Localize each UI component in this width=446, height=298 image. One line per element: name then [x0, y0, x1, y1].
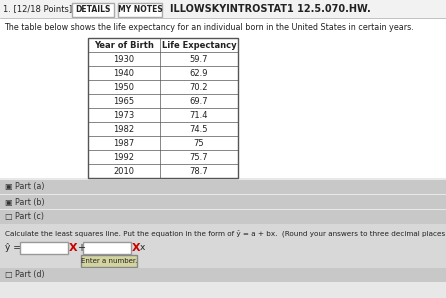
Text: ▣ Part (b): ▣ Part (b) [5, 198, 45, 207]
Text: 1. [12/18 Points]: 1. [12/18 Points] [3, 4, 72, 13]
Text: ▣ Part (a): ▣ Part (a) [5, 182, 45, 192]
Text: x: x [140, 243, 145, 252]
Text: Calculate the least squares line. Put the equation in the form of ŷ = a + bx.  (: Calculate the least squares line. Put th… [5, 229, 446, 237]
Text: DETAILS: DETAILS [75, 5, 111, 15]
Text: Enter a number.: Enter a number. [81, 258, 137, 264]
Text: 1982: 1982 [113, 125, 135, 134]
Text: 1940: 1940 [113, 69, 135, 77]
Text: 69.7: 69.7 [190, 97, 208, 105]
Text: 78.7: 78.7 [190, 167, 208, 176]
Text: The table below shows the life expectancy for an individual born in the United S: The table below shows the life expectanc… [4, 24, 414, 32]
Text: 74.5: 74.5 [190, 125, 208, 134]
Text: X: X [69, 243, 78, 253]
Bar [0, 180, 446, 194]
Text: MY NOTES: MY NOTES [118, 5, 162, 15]
Text: □ Part (c): □ Part (c) [5, 212, 44, 221]
Text: 1950: 1950 [113, 83, 135, 91]
Bar [0, 0, 446, 18]
Bar [72, 3, 114, 17]
Bar [0, 268, 446, 282]
Text: Life Expectancy: Life Expectancy [162, 41, 236, 49]
Text: 1987: 1987 [113, 139, 135, 148]
Text: 1965: 1965 [113, 97, 135, 105]
Text: 62.9: 62.9 [190, 69, 208, 77]
Bar [20, 242, 68, 254]
Text: 75.7: 75.7 [190, 153, 208, 162]
Text: 71.4: 71.4 [190, 111, 208, 119]
Bar [0, 38, 446, 178]
Text: 1930: 1930 [113, 55, 135, 63]
Text: 59.7: 59.7 [190, 55, 208, 63]
Text: ILLOWSKYINTROSTAT1 12.5.070.HW.: ILLOWSKYINTROSTAT1 12.5.070.HW. [170, 4, 371, 14]
Bar [83, 242, 131, 254]
Text: 1973: 1973 [113, 111, 135, 119]
Bar [0, 210, 446, 224]
Text: ŷ =: ŷ = [5, 243, 21, 252]
Bar [88, 38, 238, 178]
Bar [118, 3, 162, 17]
Text: X: X [132, 243, 140, 253]
Text: 75: 75 [194, 139, 204, 148]
Bar [81, 255, 137, 267]
Text: +: + [77, 243, 85, 253]
Text: 70.2: 70.2 [190, 83, 208, 91]
Bar [0, 18, 446, 38]
Text: □ Part (d): □ Part (d) [5, 271, 45, 280]
Text: 2010: 2010 [113, 167, 135, 176]
Bar [0, 224, 446, 268]
Text: 1992: 1992 [113, 153, 135, 162]
Bar [0, 195, 446, 209]
Text: Year of Birth: Year of Birth [94, 41, 154, 49]
